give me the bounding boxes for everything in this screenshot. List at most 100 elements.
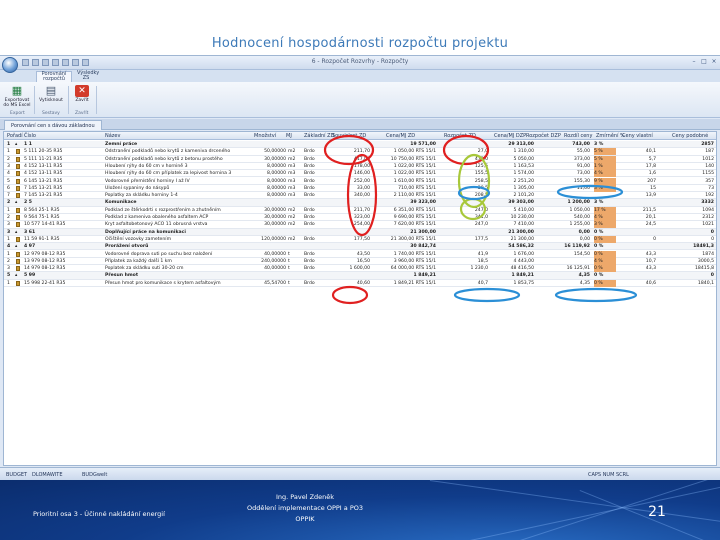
- column-header[interactable]: Zmírnění %: [596, 133, 625, 139]
- column-header[interactable]: Ceny vlastní: [622, 133, 653, 139]
- column-header[interactable]: Cena/MJ DZP: [494, 133, 527, 139]
- table-row[interactable]: 3 10 577 14-41 R35 Kryt asfaltobetonový AC…: [4, 221, 716, 229]
- app-window: 6 - Rozpočet Rozvrhy - Rozpočty – □ × Po…: [0, 55, 720, 480]
- cell-code: 4 152 13-11 R35: [24, 171, 63, 177]
- status-item[interactable]: DLOMAWITE: [32, 472, 63, 478]
- cell-budget: 19 571,00: [410, 142, 436, 147]
- quick-more-icon[interactable]: [82, 59, 89, 66]
- expand-icon[interactable]: ▴: [15, 200, 18, 206]
- column-header[interactable]: Rozdíl ceny: [564, 133, 593, 139]
- column-header[interactable]: Pořadí: [7, 133, 23, 139]
- cell-name: Kryt asfaltobetonový ACO 11 obrusná vrst…: [105, 222, 208, 228]
- quick-redo-icon[interactable]: [42, 59, 49, 66]
- cell-budget: 1 610,00 RTS 15/1: [393, 178, 436, 184]
- cell-qty: 30,00000: [264, 207, 286, 213]
- expand-icon[interactable]: ▴: [15, 273, 18, 279]
- close-window-button[interactable]: ×: [711, 58, 717, 65]
- cell-name: Zemní práce: [105, 142, 138, 147]
- row-order: 3: [7, 163, 10, 169]
- quick-save-icon[interactable]: [22, 59, 29, 66]
- cell-qty: 8,00000: [267, 178, 286, 184]
- quick-excel-icon[interactable]: [72, 59, 79, 66]
- cell-unit: m2: [288, 149, 296, 155]
- table-row[interactable]: 3 4 152 13-11 R35 Hloubení rýhy do 60 cm v…: [4, 162, 716, 171]
- column-header[interactable]: Množství: [254, 133, 277, 139]
- cell-last: 3000,5: [697, 258, 714, 264]
- table-row[interactable]: 6 7 145 13-21 R35 Uložení sypaniny do násy…: [4, 184, 716, 193]
- cell-pprice: 247,0: [474, 207, 488, 213]
- table-row[interactable]: 1 15 998 22-41 R35 Přesun hmot pro komunik…: [4, 279, 716, 287]
- cell-name: Doplňující práce na komunikaci: [105, 229, 186, 235]
- cell-pct: 17 %: [594, 206, 616, 214]
- minimize-button[interactable]: –: [692, 58, 696, 65]
- cell-name: Poplatek za skládku suti 30-20 cm: [105, 266, 184, 272]
- group-row[interactable]: 2 ▴ 2 5 Komunikace 39 323,00 39 303,00 1 200,0…: [4, 199, 716, 207]
- table-row[interactable]: 2 13 979 08-12 R35 Příplatek za každý dalš…: [4, 257, 716, 266]
- cell-c1: 1,6: [648, 171, 656, 177]
- status-item[interactable]: BUDGwelt: [82, 472, 108, 478]
- cell-qty: 8,00000: [267, 163, 286, 169]
- cell-c1: 0: [653, 236, 656, 242]
- table-row[interactable]: 5 6 145 13-21 R35 Vodorovné přemístění hor…: [4, 177, 716, 185]
- column-header[interactable]: Číslo: [24, 133, 36, 139]
- print-button[interactable]: ▤ Vytisknout: [36, 85, 66, 109]
- cell-diff: 154,50: [573, 251, 590, 257]
- cell-pct: 1 %: [594, 162, 616, 170]
- table-row[interactable]: 1 11 59 91-1 R35 Očištění vozovky zametení…: [4, 235, 716, 244]
- table-row[interactable]: 1 8 564 25-1 R35 Podklad ze štěrkodrti s r…: [4, 206, 716, 214]
- column-header[interactable]: MJ: [286, 133, 292, 139]
- expand-icon[interactable]: ▴: [15, 142, 18, 147]
- table-row[interactable]: 2 9 564 75-1 R35 Podklad z kameniva obalen…: [4, 214, 716, 222]
- group-row[interactable]: 4 ▴ 4 97 Prorážení otvorů 30 842,74 54 586,32…: [4, 243, 716, 251]
- table-row[interactable]: 3 14 979 08-12 R35 Poplatek za skládku sut…: [4, 265, 716, 273]
- table-row[interactable]: 1 5 111 20-35 R35 Odstranění podkladů nebo…: [4, 148, 716, 156]
- column-header[interactable]: Souvislost ZD: [332, 133, 367, 139]
- item-icon: [16, 222, 20, 228]
- cell-name: Hloubení rýhy do 60 cm příplatek za lepi…: [105, 171, 232, 177]
- cell-pbudget: 21 300,00: [508, 229, 534, 235]
- column-header[interactable]: Rozpočet DZP: [526, 133, 561, 139]
- cell-name: Prorážení otvorů: [105, 244, 149, 250]
- table-row[interactable]: 1 12 979 08-12 R35 Vodorovné doprava suti …: [4, 250, 716, 258]
- item-icon: [16, 236, 20, 242]
- cell-pct: 0 %: [594, 244, 604, 250]
- tab-vysledky[interactable]: Výsledky ZS: [77, 70, 100, 81]
- tab-porovnani[interactable]: Porovnání rozpočtů: [36, 71, 72, 82]
- column-header[interactable]: Název: [105, 133, 121, 139]
- row-order: 4: [7, 171, 10, 177]
- close-button[interactable]: ✕ Zavřít: [70, 85, 94, 109]
- application-orb-button[interactable]: [2, 57, 18, 73]
- cell-c1: 40,6: [645, 280, 656, 286]
- cell-unit: t: [288, 258, 290, 264]
- maximize-button[interactable]: □: [701, 58, 707, 65]
- cell-c1: 5,7: [648, 156, 656, 162]
- item-icon: [16, 193, 20, 199]
- group-row[interactable]: 5 ▴ 5 99 Přesun hmot 1 849,21 1 849,21 4,35 0 %…: [4, 272, 716, 280]
- group-row[interactable]: 1 ▴ 1 1 Zemní práce 19 571,00 29 313,00 743,00…: [4, 141, 716, 149]
- cell-name: Odstranění podkladů nebo krytů z kameniv…: [105, 149, 231, 155]
- expand-icon[interactable]: ▴: [15, 244, 18, 250]
- expand-icon[interactable]: ▴: [15, 229, 18, 235]
- document-tab[interactable]: Porovnání cen s dávou základnou: [4, 120, 102, 130]
- cell-code: 5 99: [24, 273, 36, 279]
- column-header[interactable]: Základní ZD: [304, 133, 335, 139]
- cell-src: Brdo: [304, 266, 315, 272]
- cell-pbudget: 1 574,00: [513, 171, 534, 177]
- cell-src: Brdo: [304, 207, 315, 213]
- export-excel-button[interactable]: ▦ Exportovat do MS Excel: [2, 85, 32, 109]
- table-row[interactable]: 2 5 111 11-21 R35 Odstranění podkladů nebo…: [4, 155, 716, 163]
- table-row[interactable]: 4 4 152 13-11 R35 Hloubení rýhy do 60 cm p…: [4, 170, 716, 178]
- group-row[interactable]: 3 ▴ 3 61 Doplňující práce na komunikaci 21 3…: [4, 228, 716, 236]
- status-item[interactable]: BUDGET: [6, 472, 28, 478]
- column-header[interactable]: Cena/MJ ZD: [386, 133, 416, 139]
- quick-print-icon[interactable]: [52, 59, 59, 66]
- column-header[interactable]: Rozpočet ZD: [444, 133, 476, 139]
- quick-undo-icon[interactable]: [32, 59, 39, 66]
- row-order: 3: [7, 266, 10, 272]
- column-header[interactable]: Ceny podobné: [672, 133, 709, 139]
- quick-preview-icon[interactable]: [62, 59, 69, 66]
- table-row[interactable]: 7 7 145 13-21 R35 Poplatky za skládku horn…: [4, 192, 716, 200]
- slide-title: Hodnocení hospodárnosti rozpočtu projekt…: [211, 36, 509, 51]
- cell-name: Přesun hmot: [105, 273, 139, 279]
- cell-qty: 240,00000: [261, 258, 286, 264]
